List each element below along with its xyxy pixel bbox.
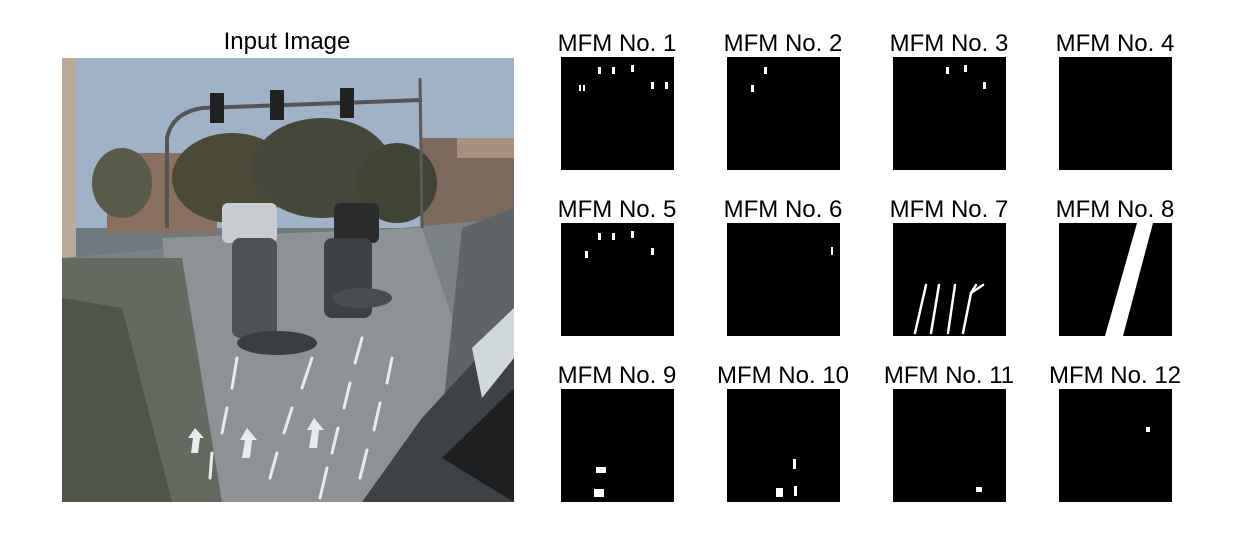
mask-label-7: MFM No. 7 [874,196,1024,224]
mask-label-2: MFM No. 2 [708,30,858,58]
mask-image-10 [727,389,840,502]
input-image [62,58,514,502]
mask-label-1: MFM No. 1 [542,30,692,58]
mask-label-3: MFM No. 3 [874,30,1024,58]
mask-label-9: MFM No. 9 [542,362,692,390]
mask-image-1 [561,57,674,170]
input-image-title: Input Image [62,28,512,56]
mask-image-2 [727,57,840,170]
mask-image-4 [1059,57,1172,170]
mask-image-7 [893,223,1006,336]
mask-label-6: MFM No. 6 [708,196,858,224]
mask-image-3 [893,57,1006,170]
mask-label-5: MFM No. 5 [542,196,692,224]
mask-image-9 [561,389,674,502]
mask-label-12: MFM No. 12 [1040,362,1190,390]
mask-label-10: MFM No. 10 [708,362,858,390]
mask-image-11 [893,389,1006,502]
mask-label-11: MFM No. 11 [874,362,1024,390]
mask-image-6 [727,223,840,336]
mask-image-5 [561,223,674,336]
mask-label-4: MFM No. 4 [1040,30,1190,58]
mask-image-12 [1059,389,1172,502]
mask-label-8: MFM No. 8 [1040,196,1190,224]
mask-image-8 [1059,223,1172,336]
